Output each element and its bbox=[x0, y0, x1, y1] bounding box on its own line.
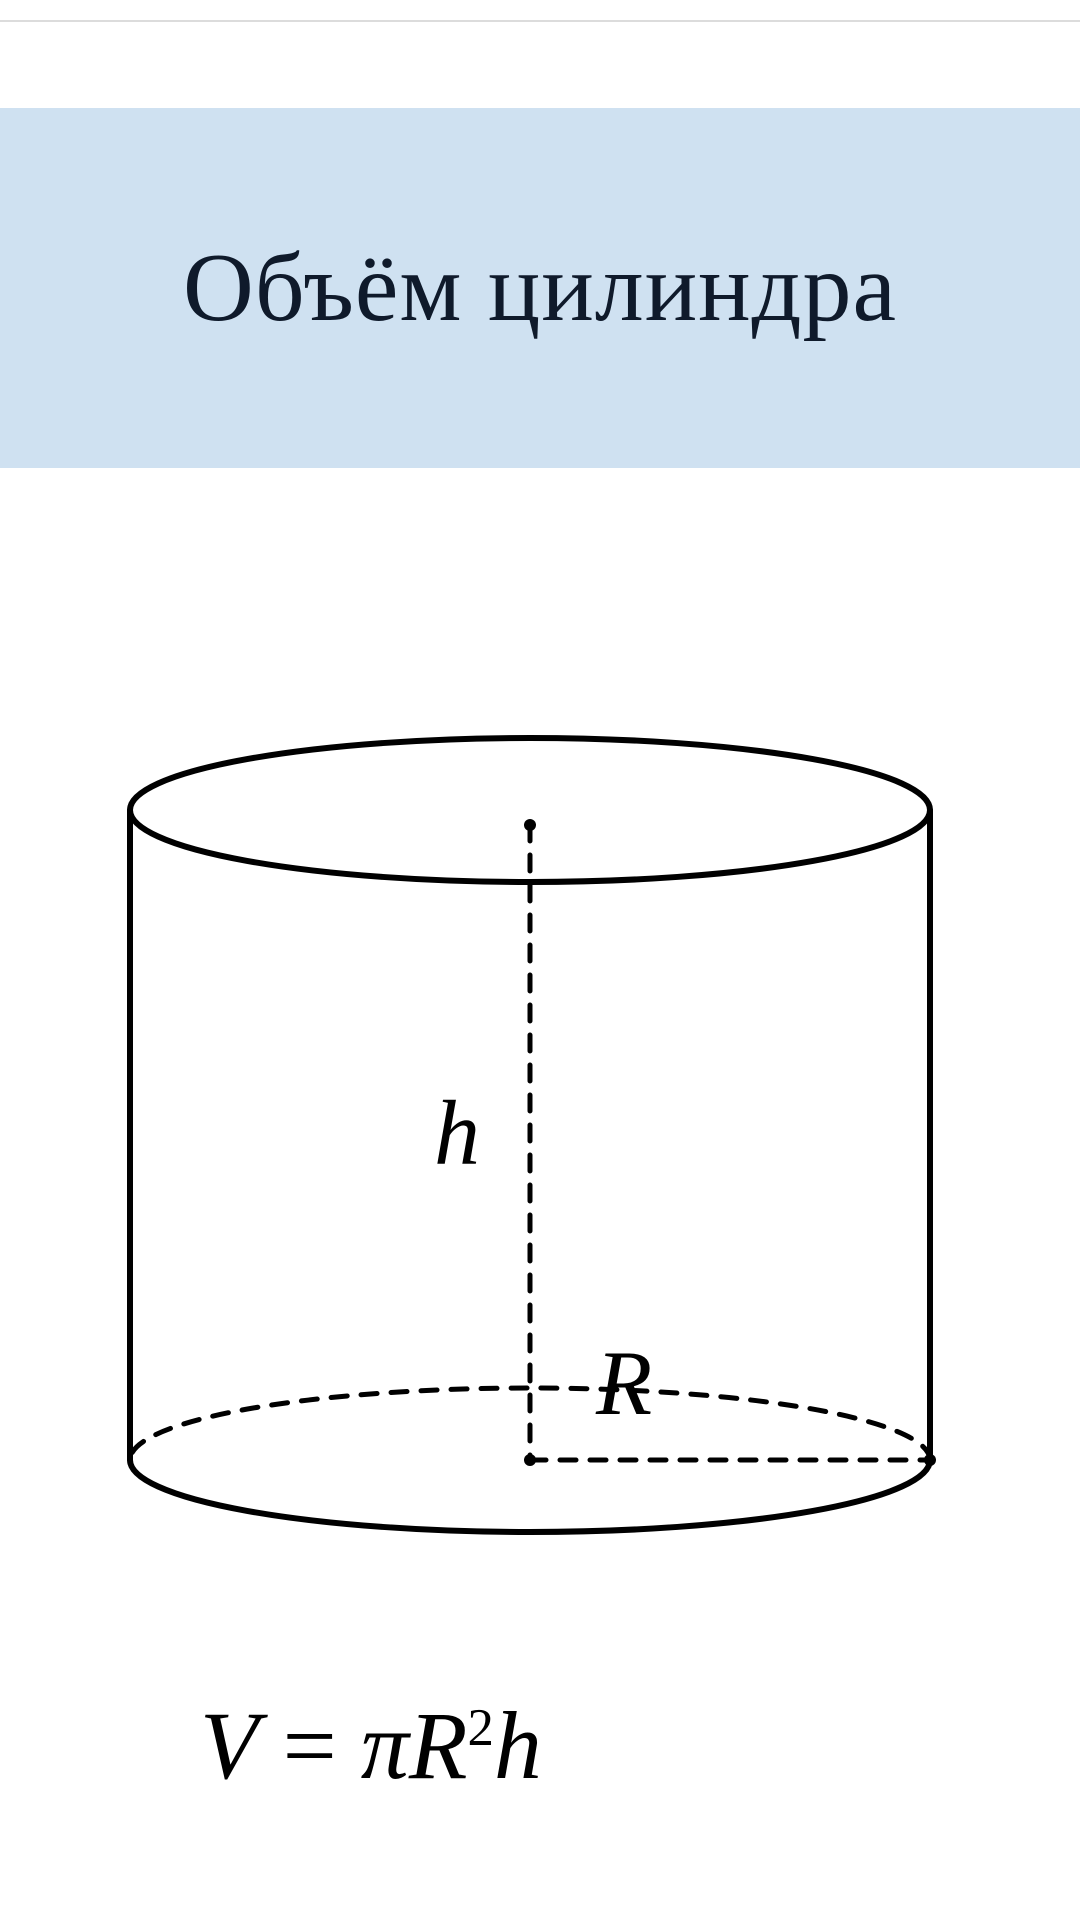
formula-R: R bbox=[409, 1692, 468, 1799]
top-divider bbox=[0, 20, 1080, 22]
formula-V: V bbox=[200, 1692, 259, 1799]
cylinder-diagram bbox=[100, 720, 960, 1620]
title-band: Объём цилиндра bbox=[0, 108, 1080, 468]
volume-formula: V = πR2h bbox=[200, 1690, 542, 1801]
formula-h: h bbox=[494, 1692, 542, 1799]
page-title: Объём цилиндра bbox=[183, 232, 897, 344]
formula-eq: = bbox=[259, 1692, 361, 1799]
radius-label: R bbox=[596, 1330, 652, 1436]
formula-exp: 2 bbox=[468, 1699, 494, 1757]
formula-pi: π bbox=[361, 1692, 409, 1799]
height-label: h bbox=[434, 1080, 480, 1186]
